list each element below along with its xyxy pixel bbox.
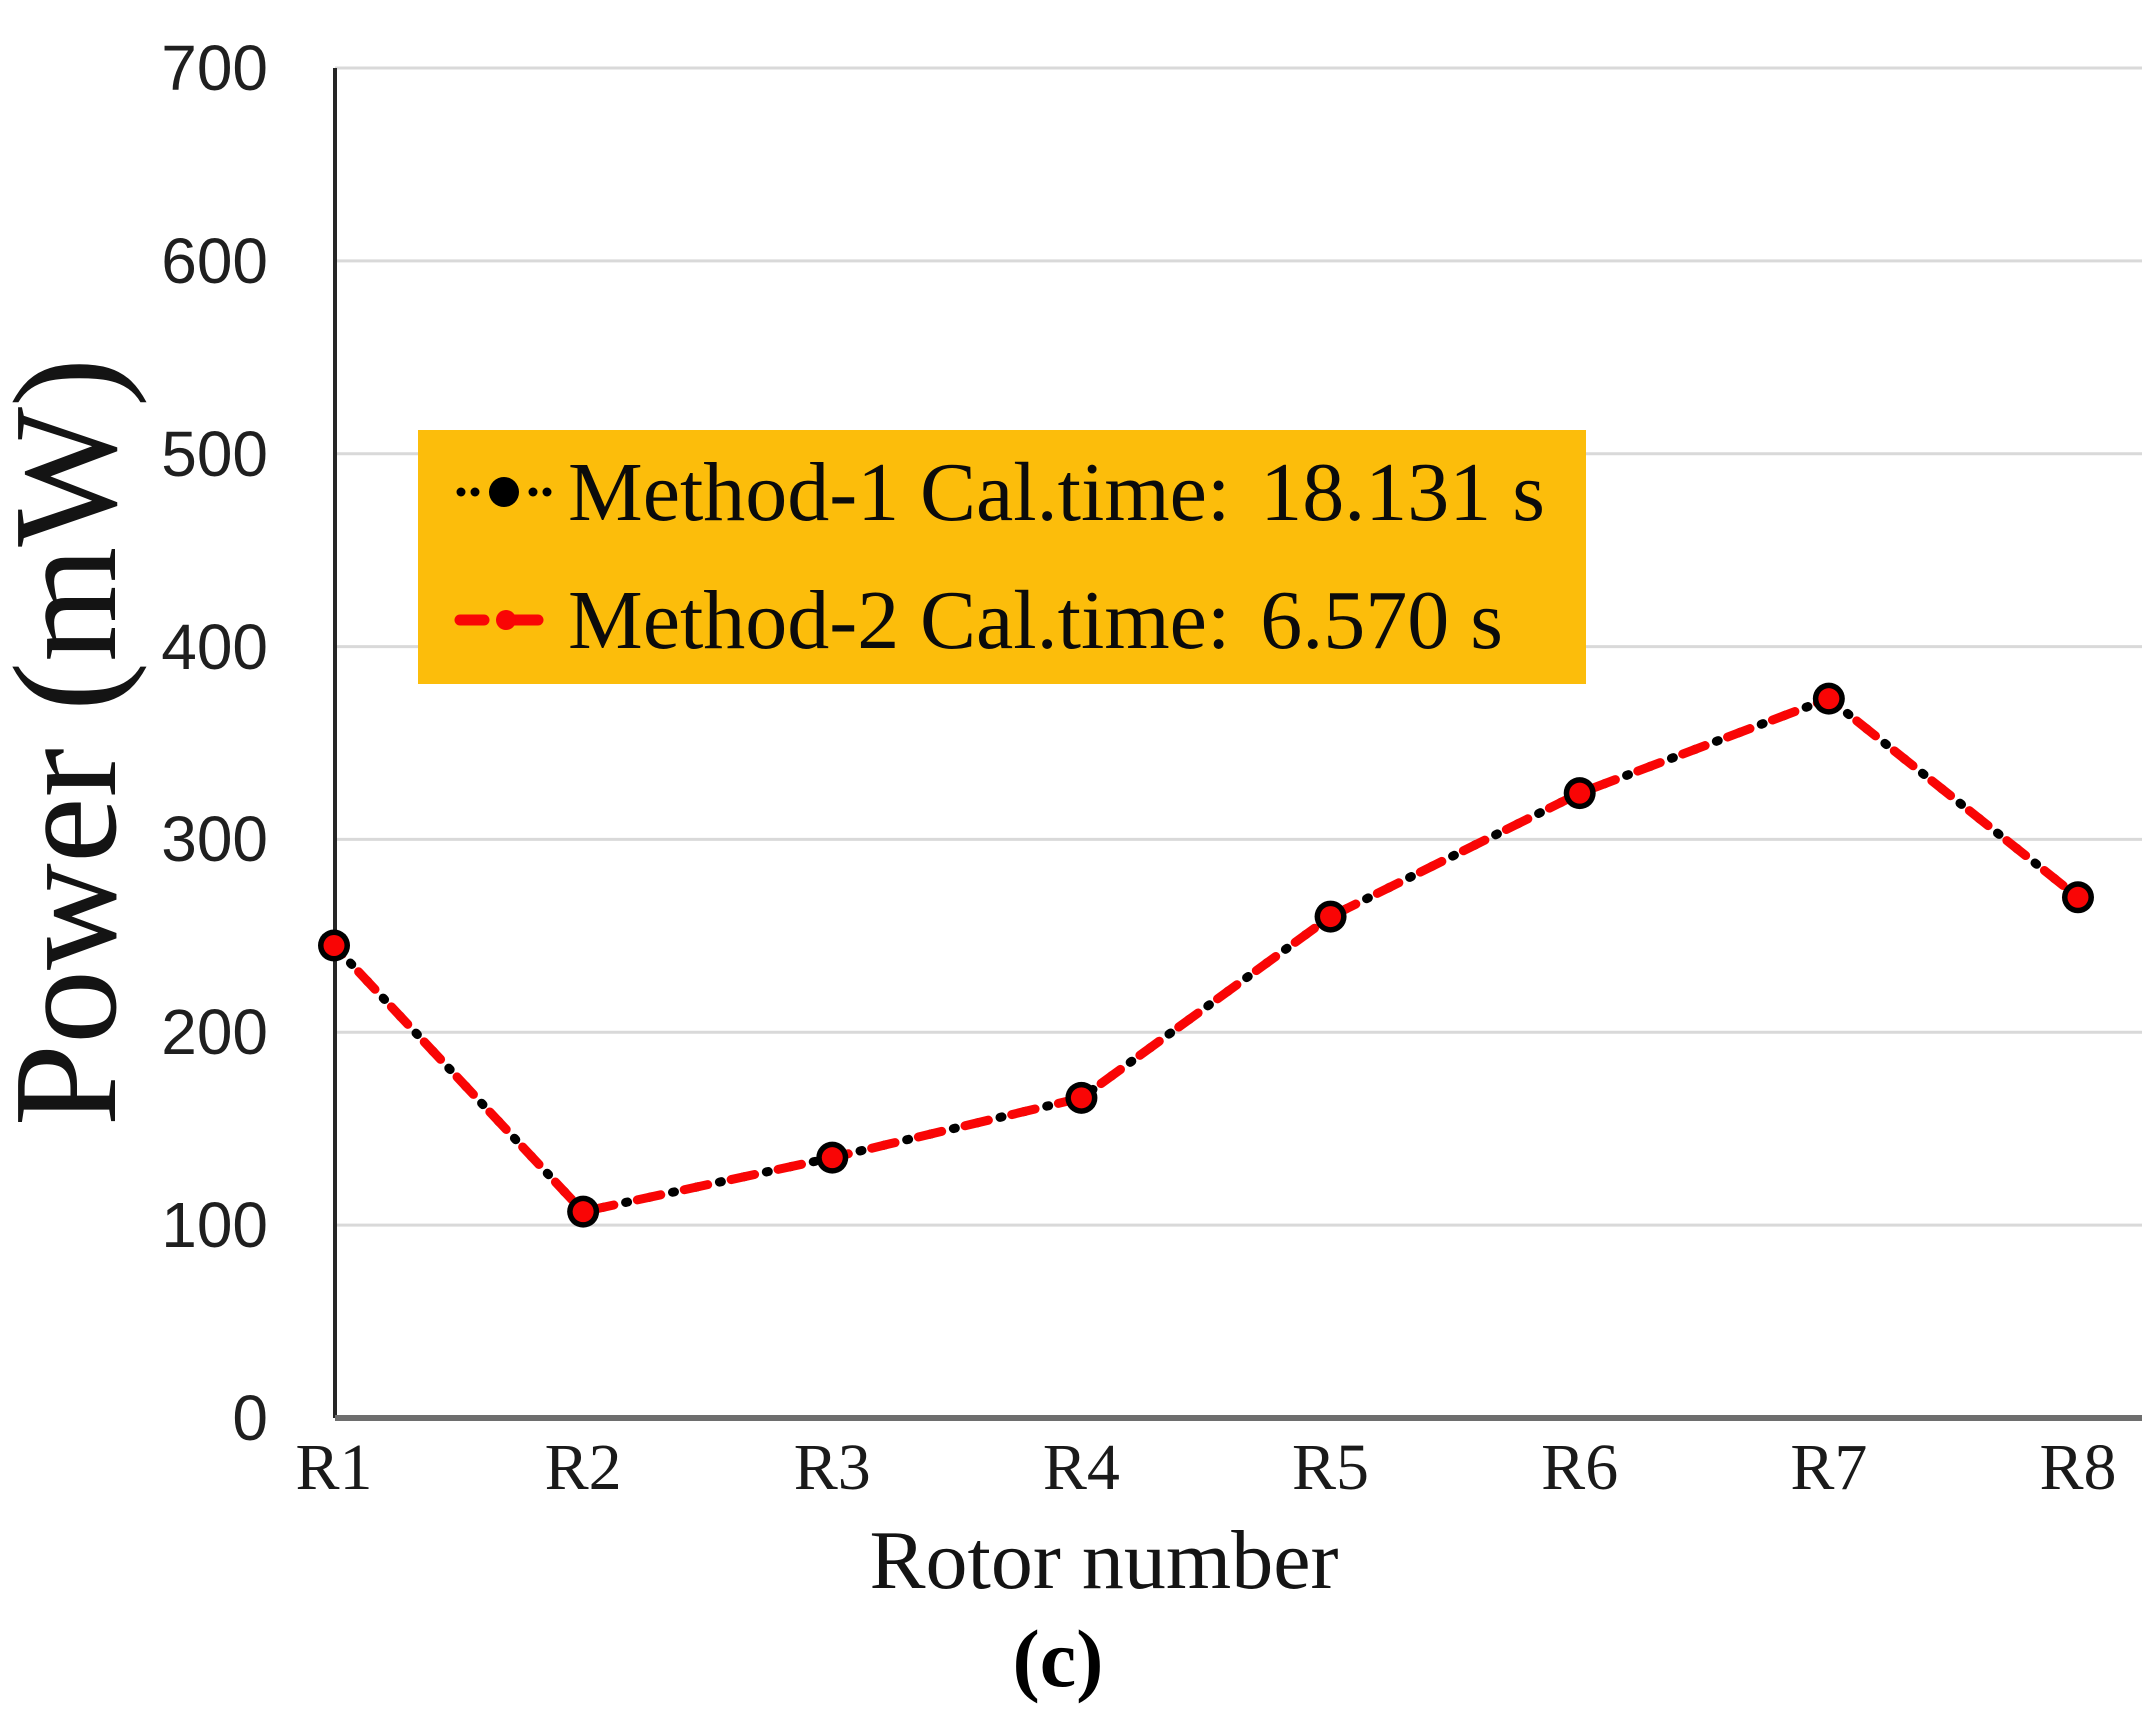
legend-caltime-value: 18.131 s: [1260, 445, 1545, 539]
chart-legend: Method-1 Cal.time: 18.131 s Method-2 Cal…: [418, 430, 1586, 684]
y-tick-label: 500: [161, 417, 268, 490]
y-tick-label: 400: [161, 610, 268, 683]
legend-item-method1: Method-1 Cal.time: 18.131 s: [454, 446, 1586, 539]
x-tick-label: R7: [1790, 1431, 1868, 1504]
axes: [333, 68, 2142, 1421]
legend-series-label: Method-1: [568, 445, 900, 539]
series-lines: [329, 693, 2083, 1217]
method1-dotted-line-swatch-icon: [456, 477, 552, 507]
x-axis-title: Rotor number: [869, 1514, 1339, 1607]
y-axis-title: Power (mW): [0, 357, 148, 1127]
method2-dashed-line-swatch-icon: [454, 610, 544, 630]
legend-caltime-label: Cal.time:: [920, 445, 1231, 539]
x-tick-label: R1: [295, 1431, 373, 1504]
y-tick-label: 600: [161, 224, 268, 297]
legend-caltime-value: 6.570 s: [1260, 573, 1503, 667]
x-tick-label: R2: [544, 1431, 622, 1504]
x-tick-label: R6: [1541, 1431, 1619, 1504]
legend-item-method2: Method-2 Cal.time: 6.570 s: [454, 574, 1586, 667]
y-tick-label: 100: [161, 1189, 268, 1262]
legend-series-label: Method-2: [568, 573, 900, 667]
y-tick-label: 700: [161, 32, 268, 104]
legend-caltime-label: Cal.time:: [920, 573, 1231, 667]
x-tick-label: R8: [2039, 1431, 2117, 1504]
subfigure-caption: (c): [1012, 1613, 1104, 1704]
x-tick-label: R5: [1292, 1431, 1370, 1504]
y-tick-label: 200: [161, 996, 268, 1069]
y-tick-label: 0: [232, 1382, 268, 1454]
x-tick-label: R3: [793, 1431, 871, 1504]
data-point-markers: [318, 682, 2094, 1228]
x-tick-label: R4: [1042, 1431, 1120, 1504]
y-tick-label: 300: [161, 803, 268, 876]
